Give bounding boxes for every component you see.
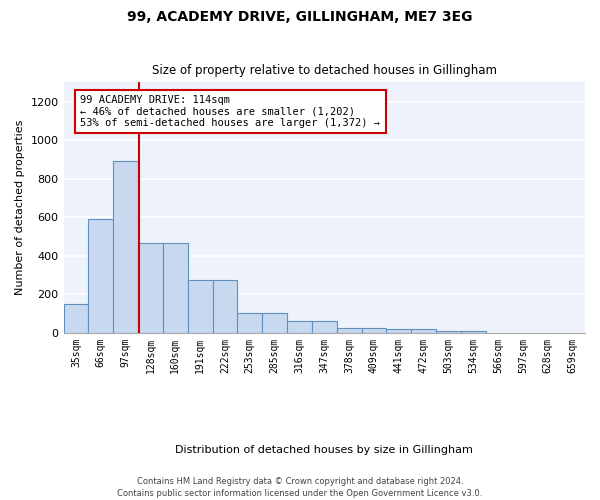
- Bar: [262, 314, 287, 332]
- X-axis label: Distribution of detached houses by size in Gillingham: Distribution of detached houses by size …: [175, 445, 473, 455]
- Bar: [436, 330, 461, 332]
- Bar: [113, 162, 138, 332]
- Bar: [188, 280, 212, 332]
- Bar: [238, 314, 262, 332]
- Text: 99 ACADEMY DRIVE: 114sqm
← 46% of detached houses are smaller (1,202)
53% of sem: 99 ACADEMY DRIVE: 114sqm ← 46% of detach…: [80, 95, 380, 128]
- Text: Contains HM Land Registry data © Crown copyright and database right 2024.
Contai: Contains HM Land Registry data © Crown c…: [118, 476, 482, 498]
- Bar: [362, 328, 386, 332]
- Bar: [386, 329, 411, 332]
- Bar: [163, 243, 188, 332]
- Text: 99, ACADEMY DRIVE, GILLINGHAM, ME7 3EG: 99, ACADEMY DRIVE, GILLINGHAM, ME7 3EG: [127, 10, 473, 24]
- Bar: [312, 321, 337, 332]
- Title: Size of property relative to detached houses in Gillingham: Size of property relative to detached ho…: [152, 64, 497, 77]
- Bar: [138, 243, 163, 332]
- Bar: [88, 219, 113, 332]
- Bar: [287, 321, 312, 332]
- Bar: [337, 328, 362, 332]
- Bar: [64, 304, 88, 332]
- Bar: [212, 280, 238, 332]
- Bar: [411, 329, 436, 332]
- Y-axis label: Number of detached properties: Number of detached properties: [15, 120, 25, 295]
- Bar: [461, 330, 485, 332]
